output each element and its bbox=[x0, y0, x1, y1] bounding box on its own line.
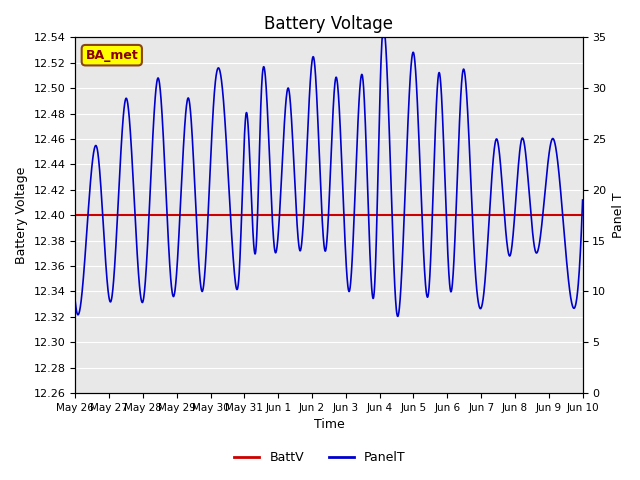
X-axis label: Time: Time bbox=[314, 419, 344, 432]
Y-axis label: Panel T: Panel T bbox=[612, 192, 625, 238]
Title: Battery Voltage: Battery Voltage bbox=[264, 15, 394, 33]
Text: BA_met: BA_met bbox=[85, 48, 138, 62]
Legend: BattV, PanelT: BattV, PanelT bbox=[229, 446, 411, 469]
Y-axis label: Battery Voltage: Battery Voltage bbox=[15, 167, 28, 264]
